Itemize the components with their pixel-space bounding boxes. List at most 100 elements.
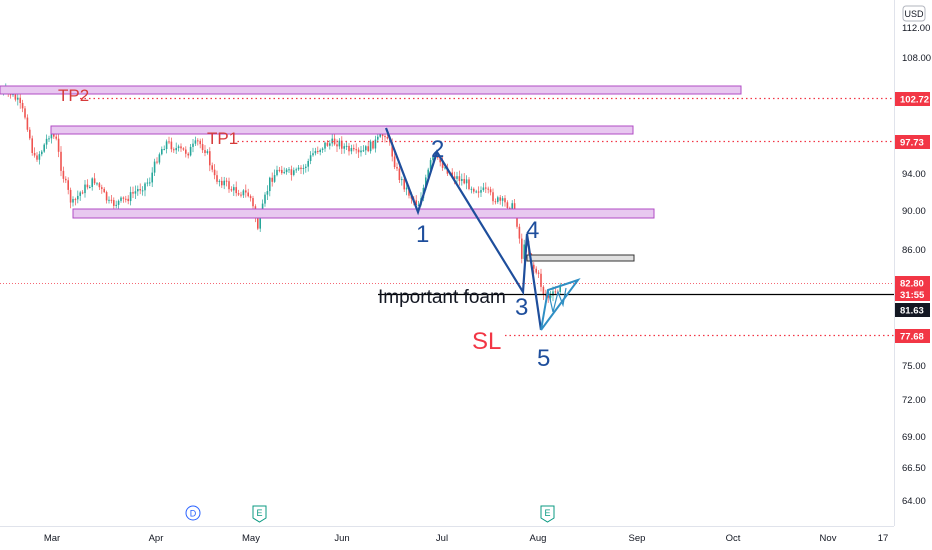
candle-body: [381, 134, 384, 136]
candle-body: [386, 137, 389, 139]
candle-body: [540, 273, 542, 287]
wave-1-label: 1: [416, 221, 429, 248]
candle-body: [257, 218, 259, 229]
price-axis[interactable]: 112.00 108.00 94.00 90.00 86.00 75.00 72…: [902, 23, 931, 507]
x-tick: Jul: [436, 533, 448, 544]
candle-body: [48, 138, 50, 140]
candle-body: [372, 141, 374, 149]
candle-body: [343, 146, 345, 149]
candle-body: [132, 192, 134, 194]
wave-5-label: 5: [537, 345, 550, 372]
candle-body: [283, 172, 285, 174]
candle-body: [374, 139, 377, 149]
wave-2-label: 2: [431, 136, 444, 163]
candle-body: [139, 189, 141, 191]
candle-body: [26, 117, 29, 130]
event-dividend-marker[interactable]: D: [185, 505, 201, 521]
candle-body: [396, 167, 398, 169]
candle-body: [158, 154, 161, 163]
candle-body: [393, 156, 396, 168]
candle-body: [24, 108, 26, 118]
candle-body: [247, 192, 249, 197]
candle-body: [357, 149, 360, 153]
candle-body: [81, 192, 84, 194]
candle-body: [415, 200, 417, 206]
candle-body: [161, 149, 163, 155]
candle-body: [194, 140, 197, 144]
candle-body: [487, 188, 489, 190]
candle-body: [516, 211, 518, 227]
candle-body: [269, 177, 271, 192]
zone-resistance-grey: [526, 254, 635, 262]
candle-body: [201, 144, 204, 151]
candle-body: [489, 189, 492, 193]
candle-body: [535, 268, 537, 273]
candle-body: [341, 140, 343, 149]
candle-body: [259, 213, 261, 229]
candle-body: [398, 168, 401, 181]
candle-body: [545, 294, 547, 296]
important-label: Important foam: [378, 287, 506, 308]
currency-badge[interactable]: [902, 5, 926, 22]
candle-body: [103, 188, 105, 193]
candle-body: [273, 175, 276, 182]
sl-label: SL: [472, 328, 501, 355]
candle-body: [223, 180, 225, 186]
event-earnings-letter-2: E: [544, 508, 550, 518]
price-label-important: 81.63: [895, 303, 930, 317]
candle-body: [401, 179, 403, 181]
candle-body: [324, 142, 326, 149]
currency-label: USD: [904, 9, 924, 19]
candle-body: [93, 178, 96, 184]
candle-body: [369, 141, 372, 152]
candle-body: [513, 203, 516, 212]
candle-body: [165, 141, 168, 150]
candle-body: [153, 161, 156, 173]
candle-body: [213, 169, 216, 176]
candle-body: [19, 97, 21, 103]
candle-body: [144, 183, 146, 191]
candle-body: [65, 178, 67, 181]
candle-body: [365, 146, 367, 151]
candle-body: [511, 203, 513, 211]
candle-body: [89, 186, 91, 188]
candle-body: [245, 190, 247, 193]
candle-body: [552, 291, 554, 296]
candle-body: [451, 172, 453, 177]
x-tick: Nov: [820, 533, 837, 544]
y-tick: 112.00: [902, 23, 930, 34]
candle-body: [437, 156, 439, 158]
candle-body: [350, 148, 353, 152]
time-axis[interactable]: Mar Apr May Jun Jul Aug Sep Oct Nov 17: [44, 533, 888, 544]
candle-body: [69, 189, 72, 203]
candle-body: [362, 150, 365, 152]
candle-body: [180, 146, 182, 149]
price-label-last: 82.80 31:55: [895, 276, 930, 301]
price-label-sl-text: 77.68: [900, 332, 924, 343]
candle-body: [237, 193, 240, 195]
candle-body: [554, 291, 557, 293]
candle-body: [137, 189, 139, 192]
event-earnings-marker-2[interactable]: E: [540, 505, 555, 523]
candle-body: [43, 144, 45, 152]
candle-body: [57, 138, 60, 152]
candle-body: [494, 201, 497, 203]
candle-body: [307, 160, 309, 167]
candle-body: [129, 192, 132, 202]
candle-body: [98, 183, 101, 188]
candle-body: [264, 194, 266, 204]
candle-body: [533, 264, 535, 269]
event-earnings-marker-1[interactable]: E: [252, 505, 267, 523]
candle-body: [67, 180, 69, 190]
candle-body: [206, 151, 209, 154]
x-tick: Oct: [726, 533, 741, 544]
x-tick: 17: [878, 533, 889, 544]
candle-body: [485, 187, 487, 189]
wave-path: [384, 127, 543, 331]
candle-body: [240, 194, 242, 196]
wave-3-label: 3: [515, 294, 528, 321]
candle-body: [537, 272, 540, 274]
candle-body: [360, 150, 362, 153]
candle-body: [108, 199, 110, 201]
